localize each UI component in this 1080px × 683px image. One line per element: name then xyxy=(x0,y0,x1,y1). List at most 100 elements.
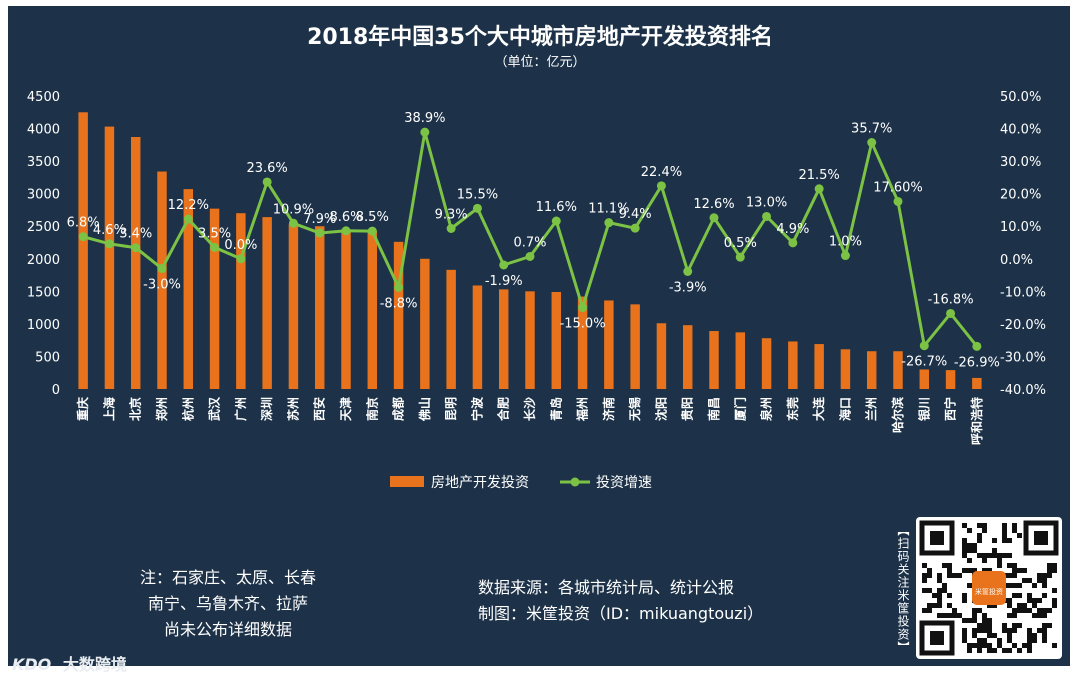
line-point xyxy=(683,266,693,276)
bar xyxy=(577,296,588,389)
bar xyxy=(314,226,325,389)
category-label: 天津 xyxy=(338,397,353,421)
line-data-label: 12.2% xyxy=(168,198,209,213)
category-label: 昆明 xyxy=(444,397,458,421)
bar xyxy=(157,171,167,389)
line-point xyxy=(814,184,824,194)
qr-code[interactable]: 米筐投资 xyxy=(916,517,1062,659)
category-label: 东莞 xyxy=(785,397,800,421)
line-point xyxy=(840,251,850,261)
left-tick-label: 0 xyxy=(52,383,60,398)
bar xyxy=(656,323,667,389)
category-label: 银川 xyxy=(916,397,931,421)
category-label: 兰州 xyxy=(864,397,879,421)
right-tick-label: -40.0% xyxy=(1000,383,1046,398)
made-by: 制图：米筐投资（ID：mikuangtouzi） xyxy=(478,604,764,623)
bar xyxy=(551,291,562,389)
category-label: 海口 xyxy=(837,397,852,421)
line-point xyxy=(183,214,193,224)
category-label: 南京 xyxy=(364,397,379,421)
line-data-label: 0.5% xyxy=(724,236,757,251)
left-axis: 0 500 1000 1500 2000 2500 3000 3500 4000 4500 xyxy=(27,90,60,398)
category-label: 青岛 xyxy=(548,397,563,421)
category-label: 厦门 xyxy=(732,397,747,421)
line-point xyxy=(551,216,561,226)
line-data-label: 7.9% xyxy=(303,212,336,227)
right-tick-label: 30.0% xyxy=(1000,155,1041,170)
bar xyxy=(919,369,930,389)
line-data-label: 17.60% xyxy=(873,180,923,195)
right-tick-label: -30.0% xyxy=(1000,350,1046,365)
category-label: 广州 xyxy=(233,397,248,421)
line-point xyxy=(210,242,220,252)
category-label: 福州 xyxy=(575,397,590,422)
bar xyxy=(945,370,956,389)
line-point xyxy=(472,203,482,213)
category-label: 哈尔滨 xyxy=(890,397,905,433)
category-label: 大连 xyxy=(811,396,826,421)
right-tick-label: -20.0% xyxy=(1000,318,1046,333)
line-data-label: 23.6% xyxy=(246,161,287,176)
watermark: KDO 大数跨境 xyxy=(12,651,127,675)
bar xyxy=(604,300,614,389)
line-point xyxy=(131,243,141,253)
category-label: 长沙 xyxy=(522,397,537,421)
bar xyxy=(761,338,772,389)
line-data-label: 21.5% xyxy=(798,168,839,183)
line-point xyxy=(788,238,798,248)
bar xyxy=(525,291,535,389)
category-label: 佛山 xyxy=(417,397,432,422)
right-tick-label: -10.0% xyxy=(1000,285,1046,300)
line-data-label: 3.5% xyxy=(198,226,231,241)
legend-line-marker xyxy=(570,477,580,487)
left-tick-label: 3500 xyxy=(27,155,60,170)
bar xyxy=(814,344,824,389)
bar xyxy=(262,217,272,389)
left-tick-label: 4000 xyxy=(27,123,60,138)
source-block: 数据来源：各城市统计局、统计公报 制图：米筐投资（ID：mikuangtouzi… xyxy=(478,575,763,627)
line-point xyxy=(262,177,272,187)
line-data-label: 13.0% xyxy=(746,195,787,210)
left-tick-label: 500 xyxy=(35,350,60,365)
line-point xyxy=(709,213,719,223)
line-point xyxy=(578,303,588,313)
bar xyxy=(866,351,877,389)
line-data-label: 11.6% xyxy=(536,200,577,215)
left-tick-label: 3000 xyxy=(27,188,60,203)
line-data-label: -1.9% xyxy=(485,274,523,289)
bar xyxy=(104,126,115,389)
data-source: 数据来源：各城市统计局、统计公报 xyxy=(478,578,735,597)
chart-subtitle: （单位：亿元） xyxy=(494,55,585,70)
category-label: 北京 xyxy=(128,397,143,421)
chart-title: 2018年中国35个大中城市房地产开发投资排名 xyxy=(307,24,773,50)
line-data-label: 22.4% xyxy=(641,165,682,180)
line-data-label: 4.9% xyxy=(776,222,809,237)
watermark-text: 大数跨境 xyxy=(62,655,127,674)
line-data-label: 12.6% xyxy=(693,197,734,212)
line-data-label: 0.0% xyxy=(224,238,257,253)
line-data-label: -3.0% xyxy=(143,278,181,293)
line-point xyxy=(972,341,982,351)
bar xyxy=(420,258,430,389)
line-point xyxy=(656,181,666,191)
note-block: 注：石家庄、太原、长春 南宁、乌鲁木齐、拉萨 尚未公布详细数据 xyxy=(108,565,348,643)
category-label: 上海 xyxy=(101,397,116,421)
line-data-label: -3.9% xyxy=(669,280,707,295)
line-point xyxy=(420,127,430,137)
category-label: 济南 xyxy=(601,397,616,421)
line-point xyxy=(367,226,377,236)
qr-pattern: 米筐投资 xyxy=(919,520,1059,656)
line-point xyxy=(236,254,246,264)
category-label: 西安 xyxy=(312,397,327,421)
line-data-label: 6.8% xyxy=(67,216,100,231)
category-label: 苏州 xyxy=(285,397,300,421)
category-axis: 重庆 上海 北京 郑州 杭州 武汉 广州 深圳 苏州 西安 天津 南京 成都 佛山 昆明 宁波 合肥 长沙 青岛 福州… xyxy=(75,396,984,445)
right-tick-label: 50.0% xyxy=(1000,90,1041,105)
bar xyxy=(709,331,719,389)
bar xyxy=(840,349,851,389)
line-point xyxy=(394,282,404,292)
bar xyxy=(446,269,456,389)
line-point xyxy=(288,218,298,228)
left-tick-label: 2000 xyxy=(27,253,60,268)
